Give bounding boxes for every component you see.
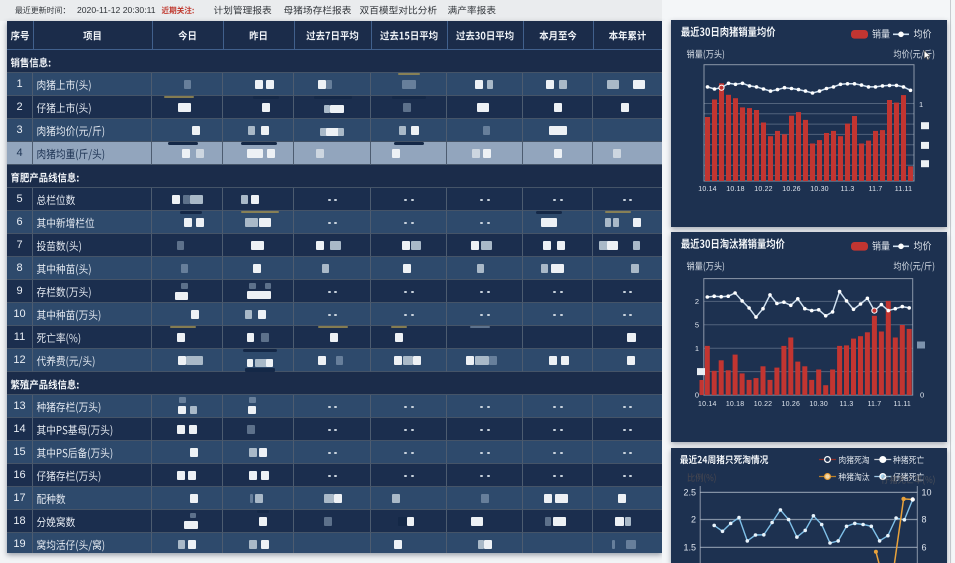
svg-text:10.30: 10.30 xyxy=(810,186,829,193)
svg-text:0: 0 xyxy=(695,391,699,400)
svg-text:10: 10 xyxy=(922,487,932,497)
svg-text:5: 5 xyxy=(695,320,699,329)
svg-text:11.7: 11.7 xyxy=(867,401,881,408)
svg-text:1.5: 1.5 xyxy=(683,542,696,552)
svg-text:8: 8 xyxy=(922,515,927,525)
svg-text:10.26: 10.26 xyxy=(782,186,801,193)
svg-text:11.11: 11.11 xyxy=(895,186,912,193)
svg-text:2: 2 xyxy=(691,515,696,525)
svg-text:2: 2 xyxy=(695,297,699,306)
svg-text:6: 6 xyxy=(922,542,927,552)
svg-text:10.14: 10.14 xyxy=(698,186,717,193)
svg-text:1: 1 xyxy=(919,100,923,109)
svg-text:11.3: 11.3 xyxy=(840,401,854,408)
svg-text:10.22: 10.22 xyxy=(754,186,773,193)
svg-text:2.5: 2.5 xyxy=(683,487,696,497)
svg-text:11.7: 11.7 xyxy=(869,186,883,193)
svg-text:10.22: 10.22 xyxy=(754,401,773,408)
svg-text:0: 0 xyxy=(920,391,924,400)
svg-text:10.30: 10.30 xyxy=(809,401,828,408)
svg-text:1: 1 xyxy=(695,344,699,353)
svg-text:2020-11-12 20:30:11: 2020-11-12 20:30:11 xyxy=(77,5,156,15)
svg-text:10.14: 10.14 xyxy=(698,401,717,408)
svg-text:11.3: 11.3 xyxy=(841,186,855,193)
svg-text:10.18: 10.18 xyxy=(726,186,745,193)
svg-text:11.11: 11.11 xyxy=(894,401,911,408)
svg-text:10.18: 10.18 xyxy=(726,401,745,408)
svg-text:10.26: 10.26 xyxy=(782,401,801,408)
